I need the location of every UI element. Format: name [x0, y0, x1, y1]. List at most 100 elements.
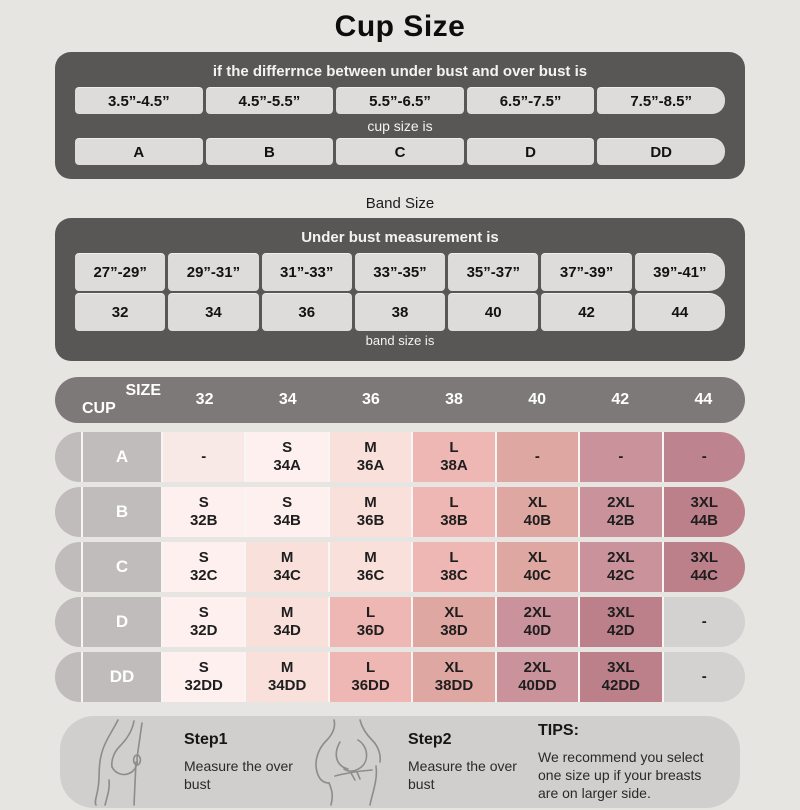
row-cells: S 32DD M 34DD L 36DD XL 38DD 2XL	[163, 652, 745, 702]
size-cell: -	[663, 597, 745, 647]
cell-size-label: L	[365, 659, 376, 676]
underbust-range-row: 27”-29” 29”-31” 31”-33” 33”-35” 35”-37” 37”-3…	[75, 253, 725, 291]
size-cell: M 34C	[246, 542, 330, 592]
cell-code-label: 32DD	[184, 677, 223, 694]
size-cell: S 34A	[246, 432, 330, 482]
cell-code-label: 36A	[356, 457, 385, 474]
underbust-range-pill: 33”-35”	[354, 253, 446, 291]
size-cell: 2XL 40D	[496, 597, 581, 647]
cell-size-label: 2XL	[607, 494, 635, 511]
cell-size-label: M	[280, 604, 294, 621]
band-number-pill: 44	[634, 293, 725, 331]
cell-code-label: -	[701, 448, 707, 465]
cell-code-label: 38A	[440, 457, 468, 474]
row-cells: S 32C M 34C M 36C L 38C XL	[163, 542, 745, 592]
step2-block: Step2 Measure the over bust	[408, 731, 520, 793]
matrix-column-header: 38	[445, 391, 463, 408]
size-cell: -	[663, 432, 745, 482]
size-cell: M 36C	[329, 542, 414, 592]
cell-code-label: 34C	[273, 567, 301, 584]
matrix-row: B S 32B S 34B M 36B L	[55, 487, 745, 537]
step1-block: Step1 Measure the over bust	[184, 731, 296, 793]
cell-code-label: 34A	[273, 457, 301, 474]
cup-letter-pill: D	[466, 138, 595, 165]
cell-code-label: 38DD	[434, 677, 474, 694]
size-cell: L 38A	[413, 432, 497, 482]
cell-code-label: 44B	[690, 512, 718, 529]
size-cell: L 38C	[413, 542, 497, 592]
cell-size-label: M	[364, 549, 377, 566]
band-number-pill: 34	[168, 293, 259, 331]
size-cell: -	[580, 432, 664, 482]
cell-code-label: 34D	[273, 622, 301, 639]
tips-title: TIPS:	[538, 722, 579, 739]
cup-size-is-label: cup size is	[367, 118, 433, 134]
cell-code-label: 36C	[356, 567, 385, 584]
matrix-column-header: 44	[694, 391, 713, 408]
row-left-cap	[55, 487, 83, 537]
band-number-pill: 36	[261, 293, 352, 331]
cup-letter-pill: A	[75, 138, 203, 165]
cell-code-label: -	[534, 448, 540, 465]
matrix-column-header: 42	[611, 391, 630, 408]
size-cell: XL 38DD	[413, 652, 497, 702]
row-left-cap	[55, 542, 83, 592]
cell-size-label: S	[198, 659, 209, 676]
band-size-title: Band Size	[365, 195, 435, 212]
cell-code-label: 40B	[523, 512, 552, 529]
cell-code-label: 38B	[440, 512, 468, 529]
measure-figure-front-icon	[315, 719, 381, 806]
cell-size-label: XL	[444, 659, 464, 676]
size-cell: XL 40C	[496, 542, 581, 592]
size-cell: S 32C	[163, 542, 247, 592]
size-cell: 2XL 42B	[580, 487, 664, 537]
difference-range-pill: 7.5”-8.5”	[597, 87, 725, 114]
cell-code-label: 40DD	[518, 677, 557, 694]
row-cells: S 32B S 34B M 36B L 38B XL	[163, 487, 745, 537]
size-matrix: SIZE CUP 32 34 36 38 40 42 44 A - S 34A	[55, 377, 745, 702]
cell-code-label: 42C	[607, 567, 635, 584]
band-number-pill: 38	[354, 293, 446, 331]
size-cell: S 34B	[246, 487, 330, 537]
step2-title: Step2	[408, 731, 452, 748]
cell-code-label: 42D	[607, 622, 635, 639]
underbust-range-pill: 29”-31”	[168, 253, 259, 291]
cell-size-label: M	[364, 439, 377, 456]
underbust-range-pill: 39”-41”	[634, 253, 725, 291]
matrix-column-header: 40	[528, 391, 547, 408]
cell-size-label: 3XL	[607, 604, 635, 621]
cell-size-label: XL	[444, 604, 464, 621]
cell-code-label: 42DD	[601, 677, 640, 694]
matrix-row: A - S 34A M 36A L 3	[55, 432, 745, 482]
cell-size-label: XL	[527, 494, 547, 511]
cup-letter-pill: B	[205, 138, 334, 165]
row-cells: - S 34A M 36A L 38A -	[163, 432, 745, 482]
band-size-panel: Under bust measurement is 27”-29” 29”-31”…	[55, 218, 745, 361]
cell-size-label: L	[449, 549, 459, 566]
cell-code-label: 36B	[356, 512, 385, 529]
step1-title: Step1	[184, 731, 228, 748]
band-number-row: 32 34 36 38 40 42 44	[75, 293, 725, 331]
cell-code-label: 44C	[690, 567, 718, 584]
band-size-is-label: band size is	[365, 333, 435, 348]
cup-size-heading: if the differrnce between under bust and…	[212, 63, 588, 80]
size-cell: 3XL 44B	[663, 487, 745, 537]
cell-code-label: 34B	[273, 512, 301, 529]
size-cell: 3XL 42D	[580, 597, 664, 647]
cell-size-label: L	[449, 494, 459, 511]
cell-code-label: 36DD	[351, 677, 390, 694]
cell-code-label: 40C	[523, 567, 552, 584]
footer-panel: Step1 Measure the over bust Step2 Measur…	[60, 716, 740, 808]
size-cell: S 32D	[163, 597, 247, 647]
difference-range-pill: 6.5”-7.5”	[466, 87, 595, 114]
size-cell: 3XL 42DD	[580, 652, 664, 702]
difference-range-pill: 4.5”-5.5”	[205, 87, 334, 114]
size-cell: 2XL 42C	[580, 542, 664, 592]
cell-size-label: M	[280, 659, 294, 676]
cell-size-label: S	[198, 604, 209, 621]
row-cup-label: B	[83, 487, 163, 537]
row-cells: S 32D M 34D L 36D XL 38D 2XL	[163, 597, 745, 647]
step1-desc: Measure the over bust	[184, 758, 293, 792]
band-number-pill: 42	[541, 293, 632, 331]
underbust-range-pill: 27”-29”	[75, 253, 166, 291]
